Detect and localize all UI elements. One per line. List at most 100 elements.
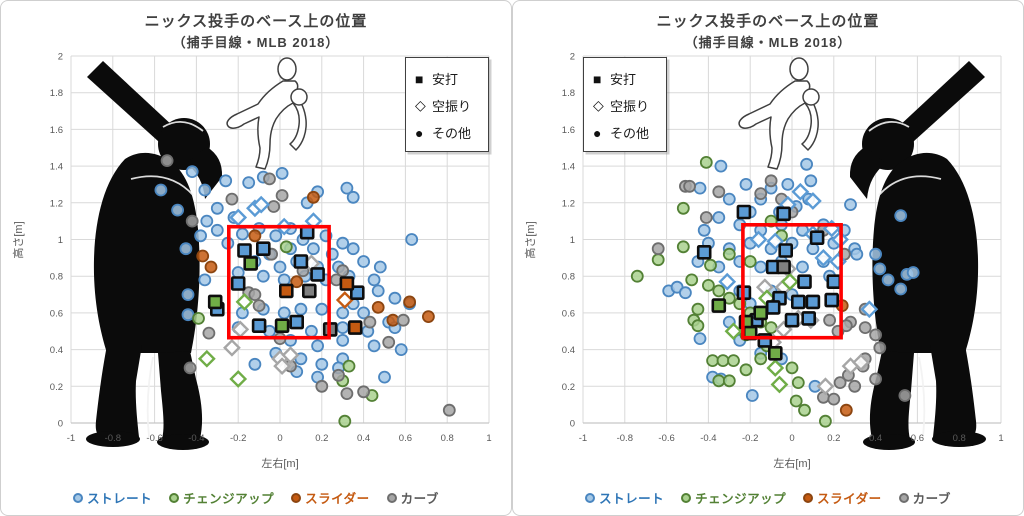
whiff-diamond-icon: ◇ (593, 97, 604, 113)
svg-text:0.6: 0.6 (562, 308, 575, 319)
svg-text:0.2: 0.2 (315, 433, 328, 444)
other-circle-icon: ● (415, 124, 424, 141)
legend-row-other: ● その他 (415, 119, 488, 146)
svg-text:1.8: 1.8 (562, 88, 575, 99)
svg-text:0: 0 (277, 433, 282, 444)
svg-text:-0.6: -0.6 (146, 433, 162, 444)
svg-text:-1: -1 (579, 433, 587, 444)
legend-row-hit: ■ 安打 (415, 65, 488, 92)
svg-text:1: 1 (486, 433, 491, 444)
svg-text:0.2: 0.2 (50, 382, 63, 393)
svg-text:-0.4: -0.4 (700, 433, 716, 444)
svg-text:2: 2 (570, 52, 575, 63)
pitch-type-legend: ストレート チェンジアップ スライダー カーブ (513, 488, 1023, 507)
legend-item-straight: ストレート (585, 488, 664, 507)
svg-text:2: 2 (58, 52, 63, 63)
chart-subtitle: （捕手目線・MLB 2018） (172, 35, 340, 50)
changeup-dot-icon (681, 492, 692, 503)
svg-text:1.6: 1.6 (562, 125, 575, 136)
svg-text:1.4: 1.4 (562, 162, 575, 173)
curve-label: カーブ (912, 492, 951, 506)
straight-dot-icon (585, 492, 596, 503)
straight-label: ストレート (599, 492, 665, 506)
changeup-dot-icon (169, 492, 180, 503)
svg-text:0.4: 0.4 (562, 345, 575, 356)
svg-text:0.6: 0.6 (50, 308, 63, 319)
legend-item-curve: カーブ (386, 488, 439, 507)
slider-dot-icon (291, 492, 302, 503)
legend-item-slider: スライダー (803, 488, 882, 507)
svg-text:0.6: 0.6 (911, 433, 924, 444)
svg-text:0.8: 0.8 (441, 433, 454, 444)
svg-text:-0.8: -0.8 (617, 433, 633, 444)
svg-text:1: 1 (998, 433, 1003, 444)
svg-text:1: 1 (58, 235, 63, 246)
svg-text:0: 0 (789, 433, 794, 444)
svg-text:-0.6: -0.6 (658, 433, 674, 444)
legend-other-label: その他 (432, 126, 472, 141)
svg-text:0.4: 0.4 (50, 345, 63, 356)
chart-title: ニックス投手のベース上の位置 (144, 13, 368, 30)
legend-other-label: その他 (610, 126, 650, 141)
legend-item-slider: スライダー (291, 488, 370, 507)
y-axis-title: 高さ[m] (11, 221, 25, 258)
whiff-diamond-icon: ◇ (415, 97, 426, 113)
slider-label: スライダー (305, 492, 370, 506)
svg-text:0.6: 0.6 (399, 433, 412, 444)
straight-label: ストレート (87, 492, 153, 506)
chart-right-panel: ニックス投手のベース上の位置 （捕手目線・MLB 2018） -1 -0.8 -0.… (512, 0, 1024, 516)
pitch-type-legend: ストレート チェンジアップ スライダー カーブ (1, 488, 511, 507)
x-axis-title: 左右[m] (773, 456, 810, 470)
svg-text:0.2: 0.2 (562, 382, 575, 393)
y-axis-title: 高さ[m] (523, 221, 537, 258)
curve-label: カーブ (400, 492, 439, 506)
legend-item-straight: ストレート (73, 488, 152, 507)
svg-text:0.8: 0.8 (562, 272, 575, 283)
svg-text:0: 0 (570, 419, 575, 430)
svg-text:-0.2: -0.2 (230, 433, 246, 444)
legend-whiff-label: 空振り (432, 99, 472, 114)
svg-text:0.4: 0.4 (869, 433, 882, 444)
svg-text:1.2: 1.2 (50, 198, 63, 209)
svg-text:0.8: 0.8 (50, 272, 63, 283)
svg-text:1.2: 1.2 (562, 198, 575, 209)
legend-whiff-label: 空振り (610, 99, 650, 114)
svg-text:1.8: 1.8 (50, 88, 63, 99)
legend-item-changeup: チェンジアップ (681, 488, 786, 507)
legend-hit-label: 安打 (610, 72, 637, 87)
hit-square-icon: ■ (593, 70, 602, 87)
hit-square-icon: ■ (415, 70, 424, 87)
changeup-label: チェンジアップ (695, 492, 787, 506)
legend-hit-label: 安打 (432, 72, 459, 87)
svg-text:1.6: 1.6 (50, 125, 63, 136)
other-circle-icon: ● (593, 124, 602, 141)
svg-text:0.8: 0.8 (953, 433, 966, 444)
legend-row-whiff: ◇ 空振り (415, 92, 488, 119)
svg-text:1: 1 (570, 235, 575, 246)
slider-dot-icon (803, 492, 814, 503)
svg-text:-0.4: -0.4 (188, 433, 204, 444)
marker-legend-box: ■ 安打 ◇ 空振り ● その他 (583, 57, 667, 152)
svg-text:0.4: 0.4 (357, 433, 370, 444)
svg-text:0.2: 0.2 (827, 433, 840, 444)
straight-dot-icon (73, 492, 84, 503)
marker-legend-box: ■ 安打 ◇ 空振り ● その他 (405, 57, 489, 152)
svg-text:1.4: 1.4 (50, 162, 63, 173)
slider-label: スライダー (817, 492, 882, 506)
chart-left-panel: ニックス投手のベース上の位置 （捕手目線・MLB 2018） -1 -0.8 -0.… (0, 0, 512, 516)
legend-row-whiff: ◇ 空振り (593, 92, 666, 119)
legend-row-hit: ■ 安打 (593, 65, 666, 92)
curve-dot-icon (386, 492, 397, 503)
x-axis-title: 左右[m] (261, 456, 298, 470)
chart-title: ニックス投手のベース上の位置 (656, 13, 880, 30)
legend-item-curve: カーブ (898, 488, 951, 507)
svg-text:-0.8: -0.8 (105, 433, 121, 444)
legend-item-changeup: チェンジアップ (169, 488, 274, 507)
svg-text:-0.2: -0.2 (742, 433, 758, 444)
chart-subtitle: （捕手目線・MLB 2018） (684, 35, 852, 50)
changeup-label: チェンジアップ (183, 492, 275, 506)
curve-dot-icon (898, 492, 909, 503)
svg-text:-1: -1 (67, 433, 75, 444)
scatter-plot: -1 -0.8 -0.6 -0.4 -0.2 0 0.2 0.4 0.6 0.8 1 0 0.2 0.4 0… (523, 52, 1004, 471)
